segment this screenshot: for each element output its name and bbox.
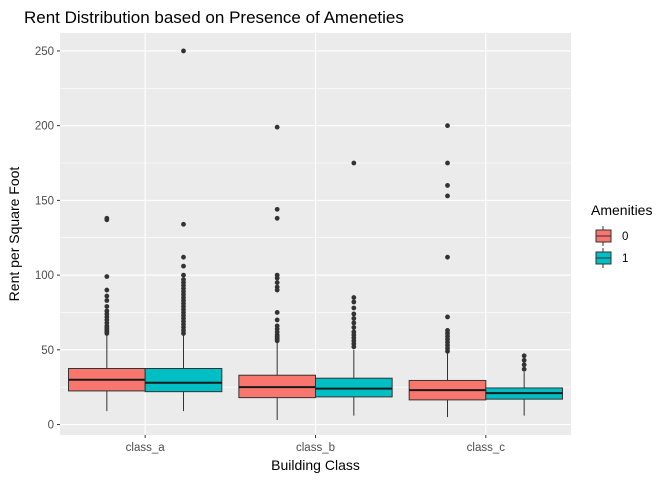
legend-label: 1	[622, 253, 628, 265]
outlier-point	[181, 48, 186, 54]
chart-title: Rent Distribution based on Presence of A…	[24, 8, 404, 27]
y-tick-label: 0	[48, 420, 54, 432]
outlier-point	[351, 320, 357, 326]
box-class_c-amenities-0	[408, 123, 487, 418]
y-tick-label: 150	[35, 195, 54, 207]
outlier-point	[104, 287, 110, 293]
outlier-point	[104, 293, 110, 299]
outlier-point	[274, 280, 280, 285]
outlier-point	[104, 217, 110, 223]
box-class_b-amenities-0	[238, 124, 317, 421]
box-class_a-amenities-1	[144, 48, 223, 412]
outlier-point	[274, 215, 280, 221]
outlier-point	[351, 160, 357, 166]
outlier-point	[445, 348, 450, 354]
y-tick-label: 50	[41, 345, 54, 357]
outlier-point	[445, 314, 450, 320]
outlier-point	[274, 206, 280, 212]
outlier-point	[521, 362, 527, 368]
outlier-point	[181, 221, 186, 227]
outlier-point	[351, 305, 357, 311]
y-tick-label: 200	[35, 121, 54, 133]
outlier-point	[104, 330, 110, 336]
legend-title: Amenities	[591, 202, 652, 218]
outlier-point	[445, 193, 450, 199]
box-plots	[68, 48, 563, 421]
grid-major	[60, 33, 571, 435]
outlier-point	[274, 124, 280, 130]
outlier-point	[274, 317, 280, 323]
legend-item-1: 1	[595, 248, 628, 268]
outlier-point	[274, 338, 280, 344]
legend-label: 0	[622, 231, 628, 243]
outlier-point	[351, 316, 357, 321]
outlier-point	[351, 325, 357, 330]
outlier-point	[521, 366, 527, 372]
box-iqr	[315, 377, 393, 398]
outlier-point	[181, 330, 186, 336]
outlier-point	[181, 263, 186, 269]
legend-keys: 01	[595, 226, 628, 268]
y-tick-label: 100	[35, 270, 54, 282]
outlier-point	[274, 275, 280, 281]
outlier-point	[445, 160, 450, 166]
outlier-point	[445, 183, 450, 188]
outlier-point	[445, 254, 450, 260]
y-tick-label: 250	[35, 46, 54, 58]
outlier-point	[104, 304, 110, 309]
y-axis-title: Rent per Square Foot	[6, 167, 22, 302]
box-class_c-amenities-1	[485, 353, 563, 416]
box-iqr	[144, 367, 223, 393]
x-tick-label: class_c	[467, 442, 506, 454]
x-axis: class_a class_b class_c	[126, 435, 506, 454]
outlier-point	[104, 298, 110, 303]
outlier-point	[445, 123, 450, 129]
outlier-point	[351, 295, 357, 300]
legend-item-0: 0	[595, 226, 628, 246]
outlier-point	[351, 299, 357, 305]
outlier-point	[274, 287, 280, 293]
outlier-point	[351, 311, 357, 317]
y-axis: 0 50 100 150 200 250	[35, 46, 60, 432]
box-class_b-amenities-1	[315, 160, 393, 416]
box-class_a-amenities-0	[68, 215, 146, 412]
x-axis-title: Building Class	[271, 457, 360, 473]
outlier-point	[104, 274, 110, 279]
outlier-point	[181, 254, 186, 260]
outlier-point	[274, 310, 280, 315]
x-tick-label: class_b	[296, 442, 335, 454]
x-tick-label: class_a	[126, 442, 166, 454]
outlier-point	[351, 344, 357, 350]
outlier-point	[181, 272, 186, 278]
outlier-point	[521, 353, 527, 359]
outlier-point	[521, 357, 527, 363]
legend: Amenities 01	[591, 202, 652, 268]
